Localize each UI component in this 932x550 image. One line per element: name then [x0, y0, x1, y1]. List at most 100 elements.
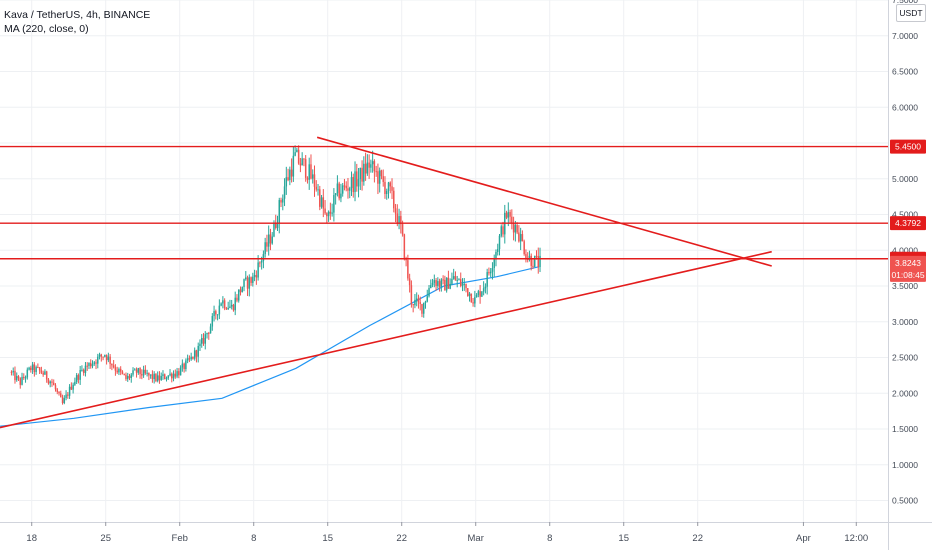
candle-up	[333, 195, 335, 213]
candle-up	[440, 279, 443, 287]
candle-down	[95, 362, 97, 364]
currency-button[interactable]: USDT	[896, 4, 926, 22]
ma-220-line	[0, 266, 540, 427]
candle-down	[114, 367, 117, 371]
price-tick-label: 4.0000	[892, 245, 918, 255]
candle-down	[183, 363, 185, 369]
symbol-title[interactable]: Kava / TetherUS, 4h, BINANCE	[4, 9, 151, 21]
candle-down	[100, 354, 103, 357]
candle-up	[477, 291, 480, 295]
candle-down	[67, 394, 69, 396]
candle-up	[167, 375, 170, 379]
candle-up	[507, 212, 510, 218]
trendline[interactable]	[0, 250, 772, 429]
candle-up	[35, 367, 37, 373]
candle-down	[139, 368, 141, 375]
candle-down	[511, 216, 513, 223]
candle-down	[45, 371, 48, 380]
candle-down	[479, 291, 481, 297]
candle-up	[31, 364, 34, 370]
candle-up	[241, 287, 244, 293]
candle-up	[528, 255, 531, 260]
candle-up	[451, 278, 453, 284]
candle-down	[459, 279, 462, 286]
time-tick-label: 15	[618, 533, 629, 544]
candle-down	[151, 374, 154, 380]
candle-up	[289, 169, 291, 181]
candle-up	[341, 185, 344, 194]
candle-up	[456, 280, 458, 282]
candle-up	[118, 368, 120, 373]
price-tick-label: 1.5000	[892, 424, 918, 434]
candle-down	[368, 162, 370, 168]
candle-up	[193, 350, 196, 359]
candle-up	[437, 281, 439, 286]
candle-down	[178, 371, 180, 376]
drawings[interactable]	[0, 136, 888, 429]
candle-up	[294, 152, 296, 156]
candle-up	[257, 262, 259, 278]
candle-up	[12, 370, 14, 373]
candle-down	[158, 375, 161, 380]
candle-up	[340, 193, 342, 199]
candle-up	[491, 267, 494, 272]
candle-up	[216, 314, 219, 316]
candle-up	[220, 303, 222, 306]
candle-down	[364, 163, 367, 174]
candle-down	[488, 272, 490, 274]
candle-up	[107, 356, 110, 361]
candle-up	[495, 252, 497, 260]
candle-down	[52, 382, 55, 386]
candle-up	[227, 307, 229, 310]
candle-up	[498, 235, 501, 250]
candle-down	[202, 338, 205, 344]
candle-down	[299, 163, 302, 166]
candle-down	[109, 356, 111, 364]
time-tick-label: 25	[100, 533, 111, 544]
candle-down	[239, 289, 242, 293]
candle-down	[40, 370, 43, 373]
candle-up	[79, 370, 81, 380]
candle-up	[204, 334, 207, 344]
candle-down	[375, 171, 377, 173]
candle-up	[179, 367, 182, 376]
candle-up	[81, 369, 83, 371]
candle-up	[452, 276, 455, 279]
candle-down	[535, 255, 538, 257]
price-tag-label: 4.3792	[895, 218, 921, 228]
candle-down	[310, 164, 312, 179]
candle-up	[331, 212, 333, 214]
candle-up	[334, 193, 337, 196]
time-scale[interactable]: 18 25 Feb 8 15 22 Mar 8 15 22 Apr 12:00	[0, 522, 932, 544]
candle-up	[169, 373, 171, 376]
candle-up	[387, 182, 390, 191]
price-tick-label: 3.0000	[892, 317, 918, 327]
price-scale[interactable]: 0.5000 1.0000 1.5000 2.0000 2.5000 3.0000 3.50…	[888, 0, 919, 550]
candle-up	[97, 356, 99, 364]
candle-up	[28, 367, 30, 370]
candle-up	[424, 301, 427, 303]
candle-up	[482, 288, 485, 292]
candle-down	[384, 181, 386, 194]
candle-up	[317, 189, 319, 191]
candle-down	[303, 158, 305, 160]
candle-up	[415, 298, 418, 300]
candle-up	[186, 358, 189, 361]
candle-down	[502, 226, 504, 235]
candle-down	[518, 232, 520, 242]
candle-down	[14, 370, 16, 381]
candle-up	[481, 291, 483, 297]
candle-down	[525, 254, 527, 259]
candle-down	[396, 213, 399, 224]
candle-up	[533, 255, 536, 267]
candle-down	[58, 391, 60, 394]
candle-down	[505, 212, 508, 218]
candle-up	[463, 283, 466, 285]
candle-down	[77, 375, 80, 380]
indicator-title[interactable]: MA (220, close, 0)	[4, 23, 89, 35]
candle-down	[472, 302, 474, 304]
trendline[interactable]	[316, 136, 772, 267]
candle-down	[135, 369, 138, 373]
candle-up	[68, 386, 71, 396]
